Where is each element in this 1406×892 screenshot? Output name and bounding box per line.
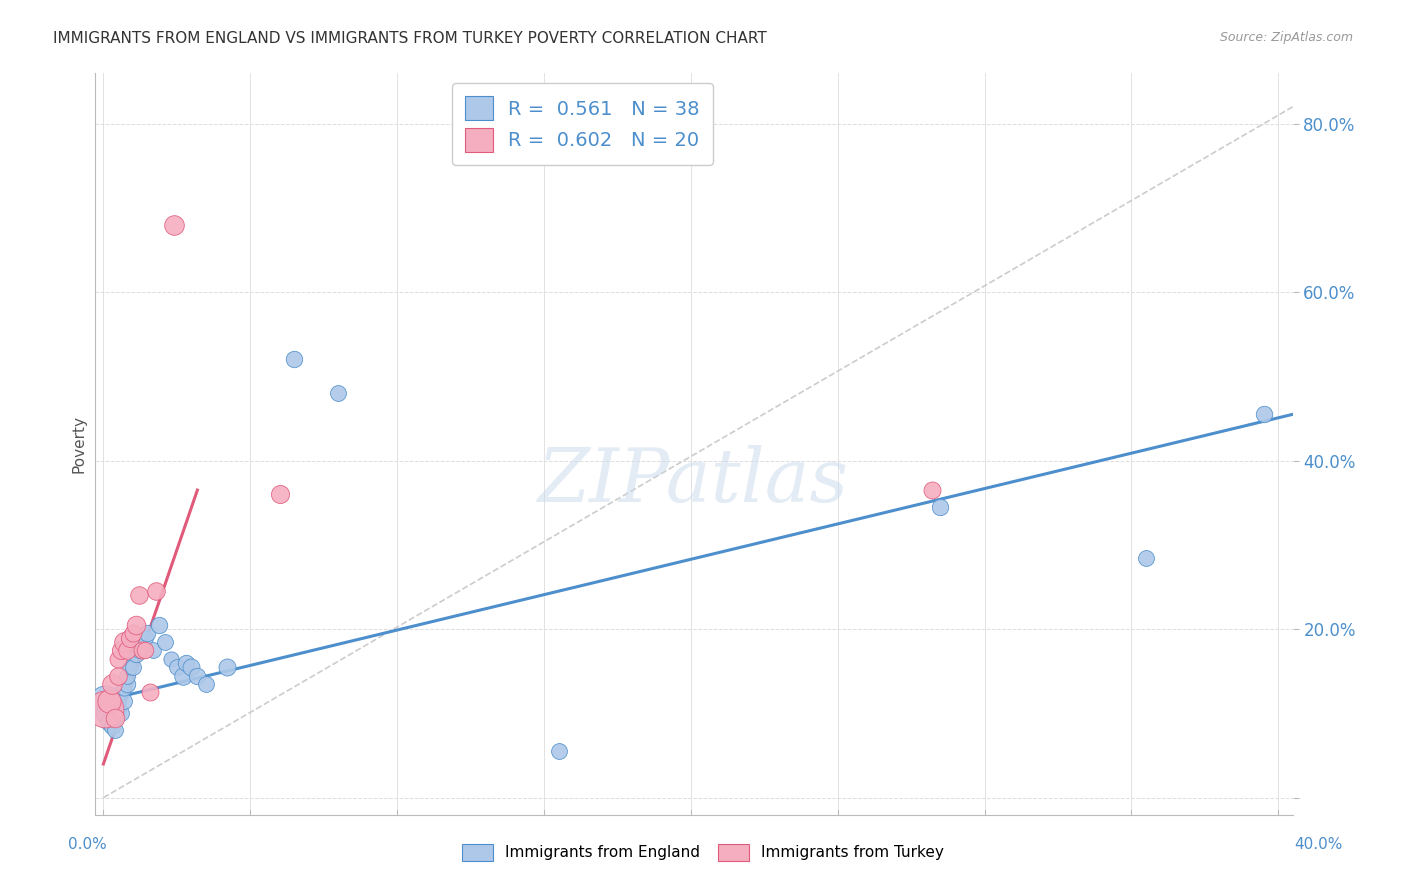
Point xyxy=(115,643,138,657)
Point xyxy=(186,668,208,682)
Legend: Immigrants from England, Immigrants from Turkey: Immigrants from England, Immigrants from… xyxy=(454,837,952,868)
Point xyxy=(160,651,183,665)
Point xyxy=(125,618,148,632)
Point xyxy=(110,643,132,657)
Text: Source: ZipAtlas.com: Source: ZipAtlas.com xyxy=(1219,31,1353,45)
Point xyxy=(163,218,186,232)
Point xyxy=(166,660,188,674)
Point xyxy=(921,483,943,497)
Point xyxy=(118,631,141,645)
Point xyxy=(547,744,569,758)
Point xyxy=(153,635,176,649)
Point xyxy=(104,723,127,738)
Point xyxy=(101,719,124,733)
Point xyxy=(107,702,129,716)
Point xyxy=(98,714,121,729)
Point xyxy=(283,352,305,367)
Point xyxy=(115,677,138,691)
Point xyxy=(134,643,156,657)
Point xyxy=(128,589,150,603)
Point xyxy=(180,660,202,674)
Point xyxy=(1253,407,1275,421)
Point xyxy=(115,668,138,682)
Point xyxy=(121,626,143,640)
Point xyxy=(134,631,156,645)
Point xyxy=(94,694,117,708)
Point xyxy=(121,660,143,674)
Point xyxy=(148,618,170,632)
Point xyxy=(128,643,150,657)
Text: IMMIGRANTS FROM ENGLAND VS IMMIGRANTS FROM TURKEY POVERTY CORRELATION CHART: IMMIGRANTS FROM ENGLAND VS IMMIGRANTS FR… xyxy=(53,31,768,46)
Point xyxy=(118,660,141,674)
Point xyxy=(929,500,952,514)
Point xyxy=(104,711,127,725)
Point xyxy=(174,656,197,670)
Point xyxy=(269,487,291,501)
Point xyxy=(107,694,129,708)
Legend: R =  0.561   N = 38, R =  0.602   N = 20: R = 0.561 N = 38, R = 0.602 N = 20 xyxy=(451,83,713,165)
Point xyxy=(328,386,350,401)
Point xyxy=(195,677,218,691)
Point xyxy=(125,648,148,662)
Point xyxy=(136,626,159,640)
Point xyxy=(101,677,124,691)
Text: 0.0%: 0.0% xyxy=(67,838,107,852)
Point xyxy=(112,681,135,695)
Point xyxy=(96,706,118,721)
Point xyxy=(107,651,129,665)
Point xyxy=(112,694,135,708)
Y-axis label: Poverty: Poverty xyxy=(72,415,86,473)
Point xyxy=(1135,550,1157,565)
Point xyxy=(215,660,238,674)
Point xyxy=(139,685,162,699)
Point xyxy=(145,584,167,599)
Point xyxy=(94,702,117,716)
Text: 40.0%: 40.0% xyxy=(1295,838,1343,852)
Point xyxy=(131,643,153,657)
Point xyxy=(110,706,132,721)
Point xyxy=(110,685,132,699)
Point xyxy=(172,668,194,682)
Point xyxy=(131,639,153,653)
Point xyxy=(142,643,165,657)
Point xyxy=(98,694,121,708)
Point xyxy=(112,635,135,649)
Point xyxy=(107,668,129,682)
Text: ZIPatlas: ZIPatlas xyxy=(538,444,849,517)
Point xyxy=(104,711,127,725)
